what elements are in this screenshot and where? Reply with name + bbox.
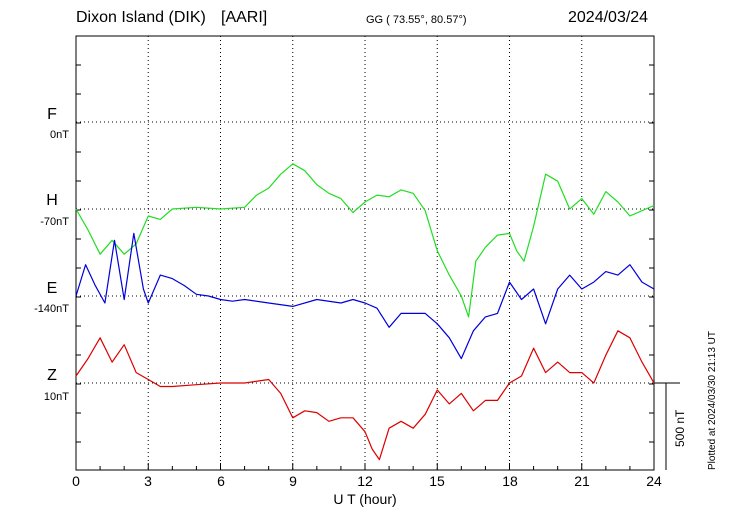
organization: [AARI]: [221, 9, 268, 26]
x-ticks: [75, 64, 655, 470]
series-label-z: Z: [47, 367, 57, 384]
x-tick-label: 24: [646, 473, 662, 489]
scale-bar-label: 500 nT: [673, 409, 687, 447]
series-label-e: E: [46, 280, 58, 297]
scale-bar: [654, 382, 680, 470]
x-tick-label: 0: [72, 473, 80, 489]
series-line-z: [75, 330, 655, 461]
x-tick-label: 9: [289, 473, 297, 489]
series-label-h: H: [46, 192, 58, 209]
date: 2024/03/24: [568, 9, 649, 26]
series-line-e: [75, 232, 655, 360]
series-group: [75, 163, 655, 461]
series-offset-h: -70nT: [40, 216, 69, 228]
station-coordinates: GG ( 73.55°, 80.57°): [366, 14, 467, 26]
station-name: Dixon Island (DIK): [76, 9, 206, 26]
x-axis-label: U T (hour): [333, 491, 397, 507]
x-tick-label: 12: [357, 473, 373, 489]
x-tick-label: 21: [574, 473, 590, 489]
x-tick-label: 3: [144, 473, 152, 489]
series-offset-f: 0nT: [50, 129, 69, 141]
plotted-timestamp: Plotted at 2024/03/30 21:13 UT: [707, 331, 718, 470]
series-label-f: F: [47, 106, 57, 123]
series-offset-e: -140nT: [34, 303, 69, 315]
x-tick-label: 18: [502, 473, 518, 489]
x-tick-label: 15: [429, 473, 445, 489]
series-line-h: [75, 163, 655, 318]
grid-lines: [76, 36, 654, 470]
series-offset-z: 10nT: [43, 391, 69, 403]
x-tick-label: 6: [217, 473, 225, 489]
